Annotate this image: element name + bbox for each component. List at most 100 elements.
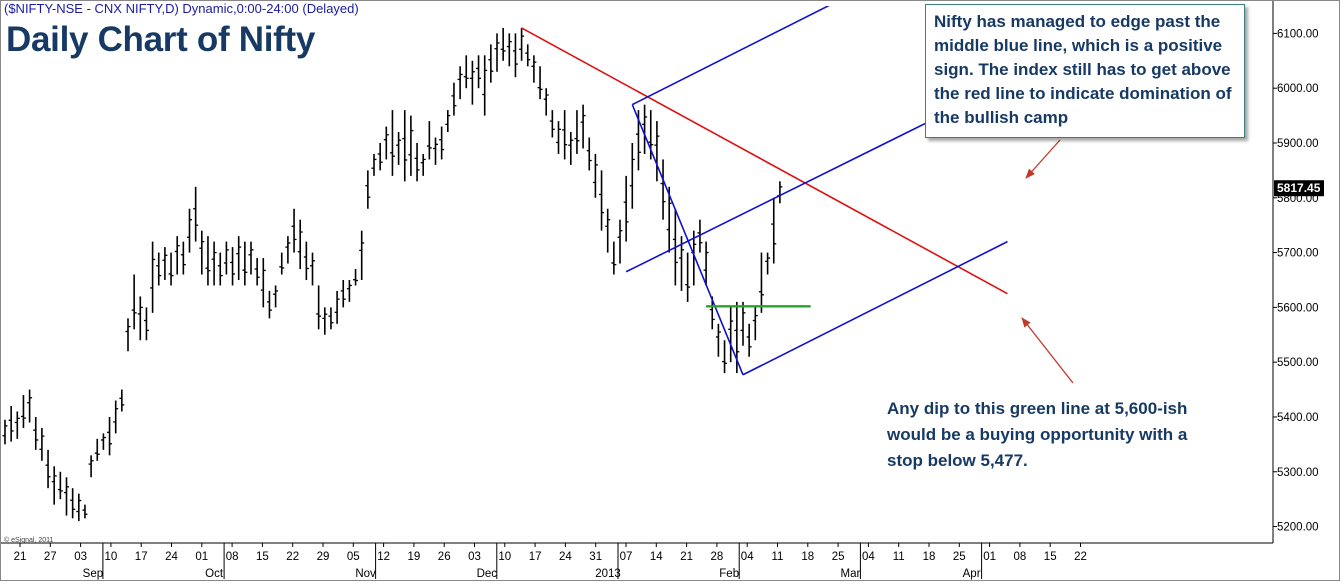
price-bar bbox=[420, 153, 426, 176]
price-bar bbox=[512, 33, 518, 78]
x-tick-label: 08 bbox=[226, 551, 239, 563]
x-tick-label: 07 bbox=[620, 551, 633, 563]
x-tick-label: 17 bbox=[135, 551, 148, 563]
price-bar bbox=[217, 252, 223, 286]
price-bar bbox=[482, 55, 488, 116]
price-bar bbox=[254, 258, 260, 286]
x-tick-label: 17 bbox=[529, 551, 542, 563]
price-bar bbox=[8, 406, 14, 442]
price-bar bbox=[389, 110, 395, 176]
price-bar bbox=[746, 323, 752, 357]
y-tick-label: 5400.00 bbox=[1277, 412, 1319, 424]
price-bar bbox=[377, 142, 383, 171]
x-tick-label: 26 bbox=[438, 551, 451, 563]
price-bar bbox=[666, 186, 672, 253]
x-tick-label: 10 bbox=[498, 551, 511, 563]
x-month-label: Apr bbox=[963, 568, 981, 580]
price-bar bbox=[353, 269, 359, 286]
price-bar bbox=[223, 241, 229, 275]
price-bar bbox=[525, 44, 531, 67]
price-bar bbox=[371, 153, 377, 176]
price-bar bbox=[451, 82, 457, 116]
y-tick-label: 5900.00 bbox=[1277, 138, 1319, 150]
chart-title: Daily Chart of Nifty bbox=[6, 20, 316, 59]
price-bar bbox=[679, 236, 684, 291]
price-bar bbox=[266, 290, 272, 319]
price-bar bbox=[39, 427, 45, 461]
blue-trend-line bbox=[742, 240, 1008, 376]
price-bar bbox=[33, 416, 39, 450]
price-bar bbox=[592, 153, 598, 198]
annotation-arrows bbox=[1021, 139, 1074, 384]
price-bar bbox=[494, 33, 500, 72]
x-tick-label: 18 bbox=[923, 551, 936, 563]
copyright-label: © eSignal, 2011 bbox=[4, 536, 54, 544]
price-bar bbox=[131, 274, 137, 330]
callout-text: Nifty has managed to edge past the middl… bbox=[934, 12, 1232, 127]
x-tick-label: 10 bbox=[105, 551, 118, 563]
price-bar bbox=[340, 279, 346, 308]
x-tick-label: 03 bbox=[468, 551, 481, 563]
price-bar bbox=[162, 247, 168, 280]
y-tick-label: 6000.00 bbox=[1277, 83, 1319, 95]
price-bar bbox=[758, 252, 764, 313]
price-bar bbox=[752, 307, 758, 341]
blue-trend-line bbox=[631, 6, 830, 106]
price-bar bbox=[211, 241, 217, 286]
y-axis: 5200.00 5300.00 5400.00 5500.00 5600.00 5700.… bbox=[1273, 28, 1324, 534]
x-month-label: Dec bbox=[477, 568, 498, 580]
price-bar bbox=[334, 290, 340, 324]
price-bar bbox=[549, 110, 555, 138]
price-bar bbox=[562, 110, 568, 160]
price-bar bbox=[568, 132, 574, 165]
x-tick-label: 22 bbox=[286, 551, 299, 563]
price-bar bbox=[396, 132, 402, 165]
x-tick-label: 01 bbox=[195, 551, 208, 563]
price-bar bbox=[248, 241, 254, 275]
price-bar bbox=[2, 419, 8, 445]
price-bar bbox=[82, 504, 88, 519]
price-bar bbox=[383, 126, 389, 160]
price-bar bbox=[426, 121, 432, 160]
price-bar bbox=[174, 236, 180, 275]
price-bar bbox=[709, 296, 715, 330]
price-bar bbox=[728, 307, 734, 363]
price-bar bbox=[586, 137, 592, 171]
x-tick-label: 05 bbox=[347, 551, 360, 563]
price-bar bbox=[236, 236, 242, 280]
price-bar bbox=[64, 477, 69, 516]
x-month-label: 2013 bbox=[595, 568, 621, 580]
price-bar bbox=[168, 252, 174, 286]
price-bar bbox=[402, 110, 408, 182]
x-tick-label: 04 bbox=[862, 551, 875, 563]
x-tick-label: 15 bbox=[1044, 551, 1057, 563]
last-price-tag bbox=[1274, 180, 1324, 197]
x-tick-label: 24 bbox=[165, 551, 178, 563]
price-bar bbox=[488, 44, 494, 83]
price-bar bbox=[476, 55, 482, 89]
x-tick-label: 25 bbox=[832, 551, 845, 563]
x-month-label: Feb bbox=[719, 568, 739, 580]
y-tick-label: 5600.00 bbox=[1277, 302, 1319, 314]
price-bar bbox=[433, 137, 438, 165]
x-tick-label: 11 bbox=[893, 551, 905, 563]
overlay-lines bbox=[521, 6, 1008, 376]
x-tick-label: 27 bbox=[44, 551, 57, 563]
support-note: Any dip to this green line at 5,600-ish … bbox=[887, 399, 1188, 470]
price-bar bbox=[187, 208, 192, 253]
price-bar bbox=[469, 60, 475, 105]
price-bar bbox=[740, 301, 746, 346]
price-bar bbox=[285, 236, 291, 264]
y-tick-label: 5500.00 bbox=[1277, 357, 1319, 369]
price-bar bbox=[556, 121, 561, 154]
y-tick-label: 6100.00 bbox=[1277, 28, 1319, 40]
price-bar bbox=[230, 247, 236, 286]
price-bar bbox=[27, 389, 33, 423]
x-tick-label: 11 bbox=[772, 551, 784, 563]
note-arrow bbox=[1021, 317, 1074, 384]
price-bar bbox=[14, 411, 20, 439]
x-tick-label: 18 bbox=[801, 551, 814, 563]
price-bar bbox=[322, 307, 328, 335]
x-month-label: Nov bbox=[355, 568, 376, 580]
